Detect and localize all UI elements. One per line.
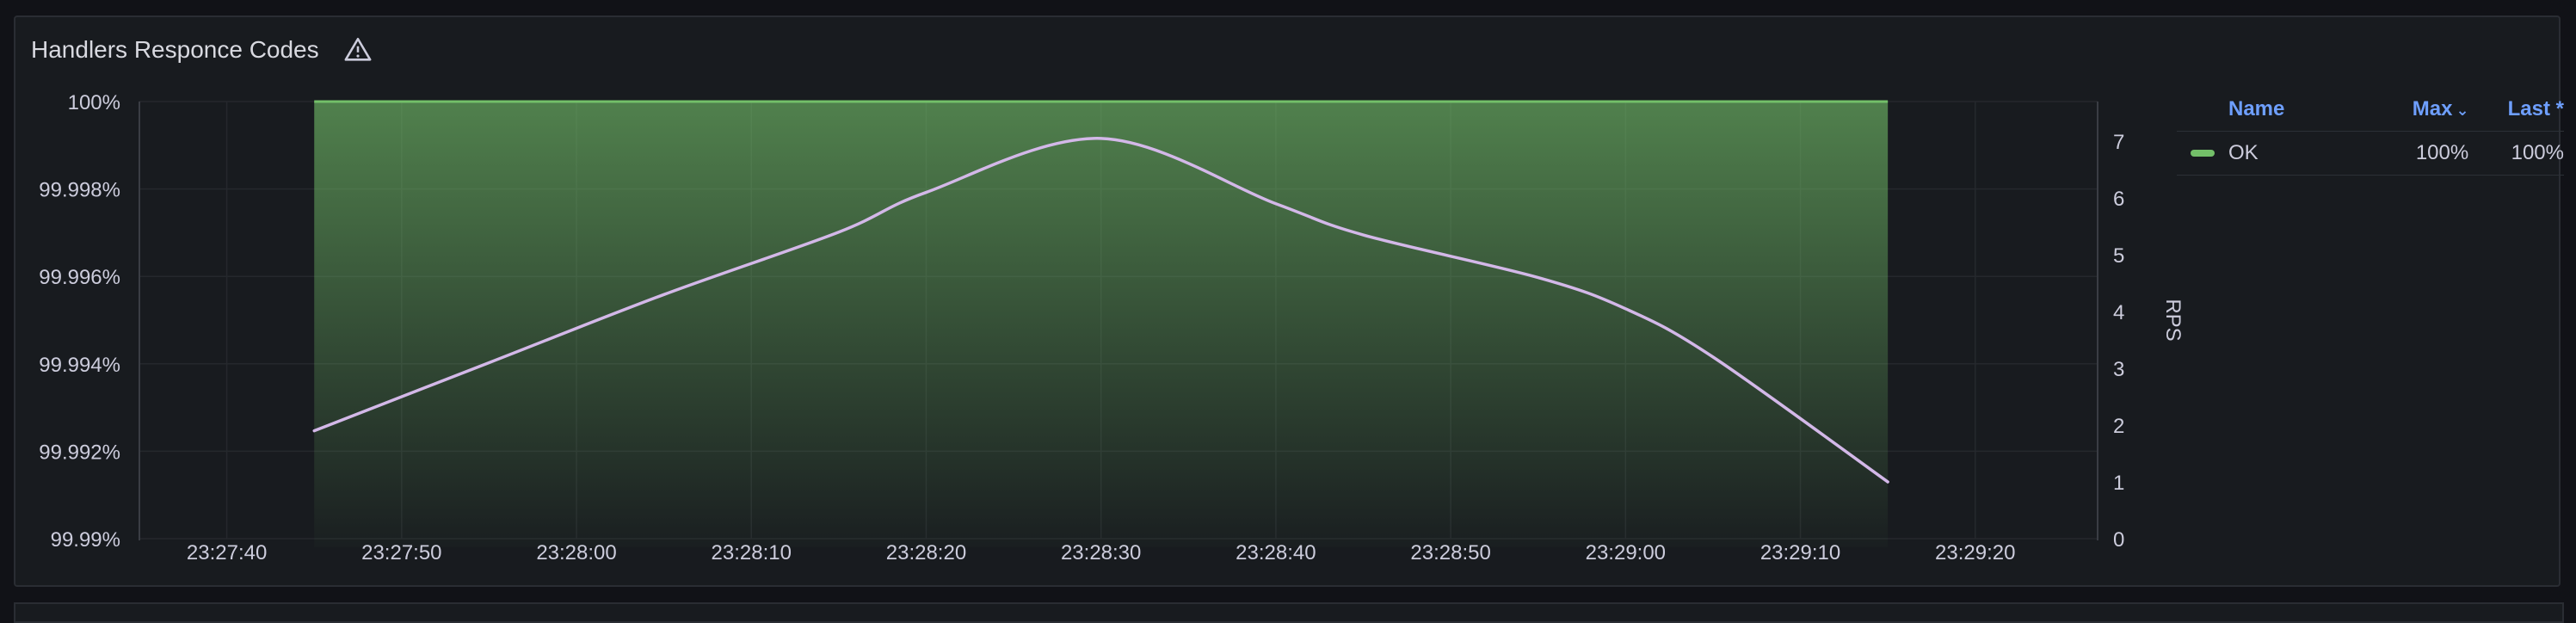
y-left-tick-label: 99.992% (39, 441, 120, 464)
legend-series-name: OK (2228, 141, 2259, 164)
y-right-tick-label: 4 (2113, 301, 2124, 324)
y-right-axis-label: RPS (2161, 299, 2185, 341)
chart-panel: Handlers Responce Codes 100% 99.998% 99.99… (14, 15, 2564, 589)
legend-last-value: 100% (2511, 141, 2564, 164)
legend-col-last[interactable]: Last * (2507, 97, 2564, 120)
x-tick-label: 23:27:40 (187, 541, 267, 564)
panel-header: Handlers Responce Codes (31, 29, 373, 71)
time-series-chart[interactable]: 100%99.998%99.996%99.994%99.992%99.99%23… (15, 17, 2562, 589)
y-right-tick-label: 6 (2113, 188, 2124, 211)
legend-table: Name Max ⌄ Last * OK 100% 100% (2177, 88, 2564, 176)
series-color-swatch[interactable] (2191, 150, 2215, 157)
y-left-tick-label: 99.99% (51, 528, 120, 552)
chevron-down-icon: ⌄ (2456, 102, 2469, 119)
panel-title[interactable]: Handlers Responce Codes (31, 36, 319, 63)
legend-max-value: 100% (2415, 141, 2469, 164)
y-right-tick-label: 3 (2113, 358, 2124, 381)
legend-col-name[interactable]: Name (2228, 97, 2285, 120)
series-line-rps (312, 137, 1889, 484)
next-panel-edge (14, 602, 2564, 623)
y-left-tick-label: 99.996% (39, 266, 120, 289)
series-area-ok (314, 102, 1889, 547)
y-right-tick-label: 2 (2113, 415, 2124, 438)
y-right-tick-label: 7 (2113, 131, 2124, 154)
x-tick-label: 23:29:20 (1935, 541, 2015, 564)
y-right-tick-label: 5 (2113, 244, 2124, 268)
y-left-tick-label: 100% (68, 91, 120, 114)
y-right-tick-label: 1 (2113, 472, 2124, 495)
warning-triangle-icon[interactable] (343, 35, 373, 65)
legend-header: Name Max ⌄ Last * (2177, 88, 2564, 132)
legend-col-max[interactable]: Max ⌄ (2412, 97, 2469, 120)
legend-row-ok[interactable]: OK 100% 100% (2177, 132, 2564, 176)
y-right-tick-label: 0 (2113, 528, 2124, 552)
y-left-tick-label: 99.994% (39, 354, 120, 377)
y-left-tick-label: 99.998% (39, 179, 120, 202)
